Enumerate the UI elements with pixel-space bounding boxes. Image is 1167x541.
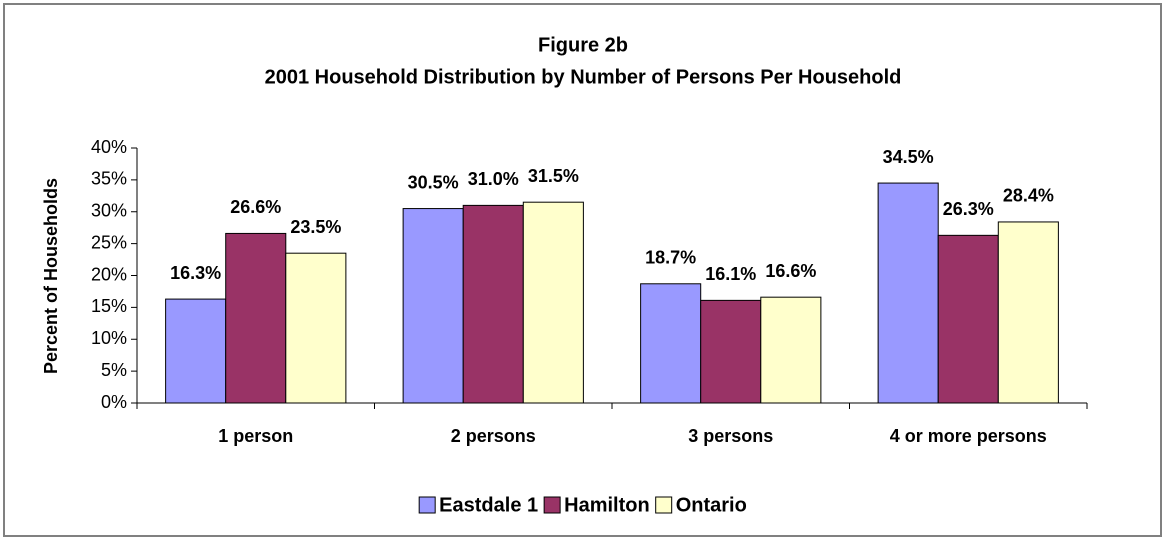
bar	[640, 283, 702, 404]
data-label: 34.5%	[883, 147, 934, 167]
bar	[997, 221, 1059, 404]
data-label: 16.1%	[705, 264, 756, 284]
data-label: 26.6%	[230, 197, 281, 217]
data-label: 26.3%	[943, 199, 994, 219]
data-label: 31.0%	[468, 169, 519, 189]
data-label: 16.3%	[170, 263, 221, 283]
data-label: 31.5%	[528, 166, 579, 186]
bar	[877, 182, 939, 404]
legend-label: Ontario	[676, 494, 747, 516]
bar	[522, 201, 584, 404]
data-label: 23.5%	[290, 217, 341, 237]
y-tick-label: 20%	[91, 264, 127, 284]
bar	[225, 232, 287, 404]
legend-swatch	[543, 496, 561, 514]
y-tick-label: 10%	[91, 328, 127, 348]
legend-label: Eastdale 1	[439, 494, 538, 516]
chart-subtitle: 2001 Household Distribution by Number of…	[265, 66, 902, 88]
y-tick-label: 40%	[91, 137, 127, 157]
y-tick-label: 30%	[91, 201, 127, 221]
bar	[462, 204, 524, 404]
legend-swatch	[655, 496, 673, 514]
bar	[700, 299, 762, 404]
y-tick-label: 5%	[101, 360, 127, 380]
y-tick-label: 25%	[91, 232, 127, 252]
y-tick-label: 0%	[101, 392, 127, 412]
x-tick-label: 4 or more persons	[890, 426, 1047, 446]
data-label: 18.7%	[645, 248, 696, 268]
y-tick-label: 15%	[91, 296, 127, 316]
y-axis-label: Percent of Households	[41, 178, 61, 374]
legend-label: Hamilton	[564, 494, 650, 516]
data-label: 30.5%	[408, 172, 459, 192]
chart-title: Figure 2b	[538, 34, 628, 56]
bar	[285, 252, 347, 404]
data-label: 28.4%	[1003, 186, 1054, 206]
x-tick-label: 1 person	[218, 426, 293, 446]
y-tick-label: 35%	[91, 169, 127, 189]
x-tick-label: 3 persons	[688, 426, 773, 446]
data-label: 16.6%	[765, 261, 816, 281]
legend-swatch	[418, 496, 436, 514]
bar	[760, 296, 822, 404]
bar	[402, 208, 464, 404]
bar	[937, 234, 999, 404]
bar	[165, 298, 227, 404]
x-tick-label: 2 persons	[451, 426, 536, 446]
